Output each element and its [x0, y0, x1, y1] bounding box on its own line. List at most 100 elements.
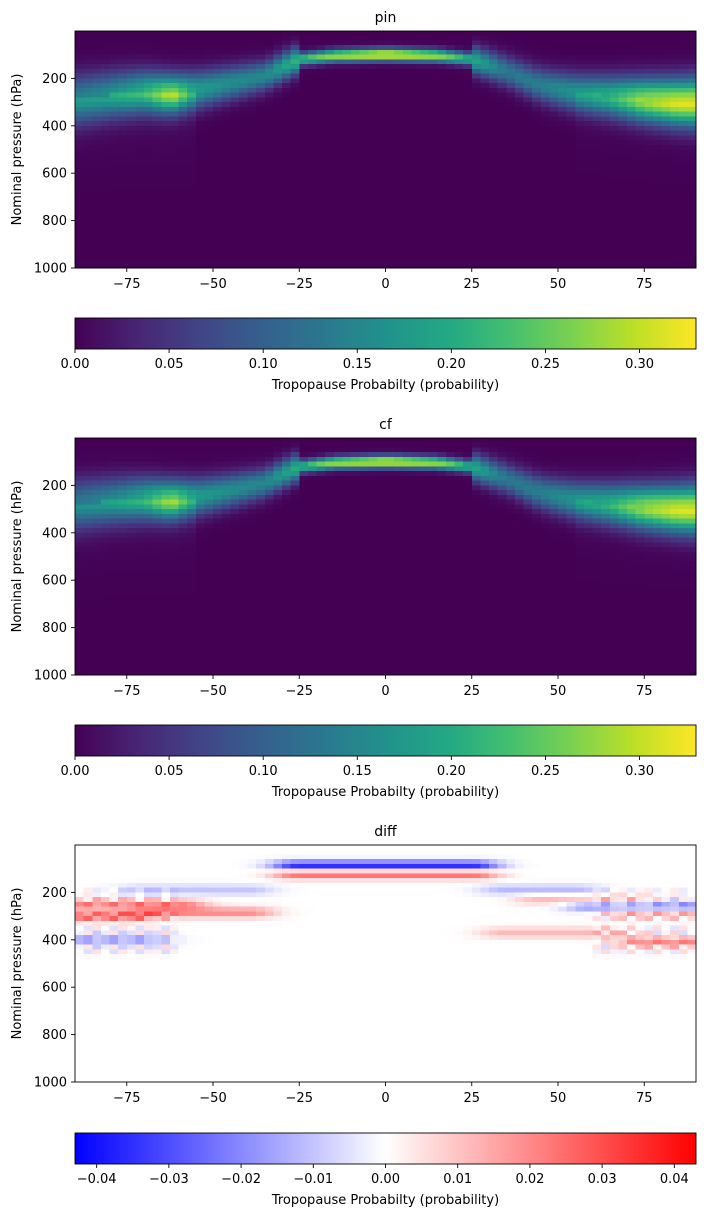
heatmap-cell — [230, 173, 240, 179]
heatmap-cell — [213, 177, 223, 184]
heatmap-cell — [178, 87, 188, 94]
heatmap-cell — [92, 263, 102, 269]
heatmap-cell — [687, 87, 697, 94]
heatmap-cell — [471, 239, 481, 245]
heatmap-cell — [92, 627, 102, 633]
heatmap-cell — [428, 83, 438, 89]
heatmap-cell — [351, 220, 361, 226]
heatmap-cell — [342, 220, 352, 226]
heatmap-cell — [497, 87, 507, 94]
heatmap-cell — [256, 594, 266, 600]
heatmap-cell — [506, 121, 516, 127]
heatmap-cell — [635, 106, 645, 113]
heatmap-cell — [282, 168, 292, 174]
heatmap-cell — [618, 83, 628, 89]
heatmap-cell — [83, 513, 93, 520]
heatmap-cell — [264, 230, 274, 236]
heatmap-cell — [109, 116, 119, 122]
heatmap-cell — [238, 490, 249, 496]
heatmap-cell — [290, 168, 300, 174]
heatmap-cell — [195, 523, 205, 529]
heatmap-cell — [385, 211, 395, 217]
heatmap-cell — [437, 83, 447, 89]
heatmap-cell — [549, 168, 559, 174]
heatmap-cell — [264, 54, 274, 61]
heatmap-cell — [264, 504, 274, 510]
heatmap-cell — [213, 438, 223, 444]
heatmap-cell — [394, 163, 404, 170]
heatmap-cell — [152, 641, 162, 648]
heatmap-cell — [661, 135, 671, 141]
heatmap-cell — [264, 111, 274, 117]
heatmap-cell — [463, 83, 473, 89]
heatmap-cell — [506, 249, 516, 255]
heatmap-cell — [402, 92, 412, 98]
heatmap-cell — [195, 177, 205, 184]
heatmap-cell — [601, 177, 611, 184]
heatmap-cell — [118, 580, 128, 586]
heatmap-cell — [187, 456, 197, 463]
heatmap-cell — [100, 177, 111, 184]
heatmap-cell — [411, 125, 421, 132]
heatmap-cell — [402, 258, 412, 264]
heatmap-cell — [601, 68, 611, 75]
heatmap-cell — [187, 618, 197, 624]
heatmap-cell — [109, 121, 119, 127]
heatmap-cell — [592, 154, 602, 160]
heatmap-cell — [566, 140, 576, 146]
heatmap-cell — [540, 40, 550, 46]
heatmap-cell — [445, 215, 456, 222]
heatmap-cell — [169, 509, 180, 515]
heatmap-cell — [368, 220, 378, 226]
heatmap-cell — [540, 35, 550, 42]
heatmap-cell — [213, 627, 223, 633]
heatmap-cell — [126, 603, 136, 610]
heatmap-cell — [428, 49, 438, 56]
heatmap-cell — [575, 121, 585, 127]
heatmap-cell — [489, 154, 499, 160]
heatmap-cell — [299, 173, 309, 179]
heatmap-cell — [187, 466, 197, 472]
heatmap-cell — [437, 64, 447, 70]
heatmap-cell — [635, 135, 645, 141]
heatmap-cell — [178, 528, 188, 534]
heatmap-cell — [161, 665, 171, 671]
heatmap-cell — [230, 144, 240, 151]
heatmap-cell — [609, 263, 619, 269]
heatmap-cell — [480, 144, 490, 151]
heatmap-cell — [118, 154, 128, 160]
heatmap-cell — [351, 168, 361, 174]
heatmap-cell — [592, 220, 602, 226]
heatmap-cell — [652, 239, 663, 245]
heatmap-cell — [592, 177, 602, 184]
heatmap-cell — [230, 78, 240, 84]
heatmap-cell — [411, 87, 421, 94]
heatmap-cell — [100, 537, 111, 543]
heatmap-cell — [601, 225, 611, 231]
heatmap-cell — [221, 168, 231, 174]
heatmap-cell — [678, 83, 688, 89]
heatmap-cell — [264, 551, 274, 558]
heatmap-cell — [592, 111, 602, 117]
heatmap-cell — [342, 230, 352, 236]
heatmap-cell — [238, 452, 249, 458]
heatmap-cell — [187, 206, 197, 212]
heatmap-cell — [342, 211, 352, 217]
heatmap-cell — [187, 556, 197, 562]
heatmap-cell — [195, 528, 205, 534]
heatmap-cell — [256, 83, 266, 89]
heatmap-cell — [83, 589, 93, 596]
heatmap-cell — [247, 632, 257, 638]
heatmap-cell — [540, 83, 550, 89]
heatmap-cell — [609, 35, 619, 42]
heatmap-cell — [333, 140, 343, 146]
heatmap-cell — [359, 59, 369, 65]
heatmap-cell — [135, 608, 145, 614]
heatmap-cell — [402, 59, 412, 65]
heatmap-cell — [118, 173, 128, 179]
heatmap-cell — [256, 182, 266, 189]
heatmap-cell — [540, 149, 550, 155]
heatmap-cell — [678, 97, 688, 103]
heatmap-cell — [316, 78, 326, 84]
